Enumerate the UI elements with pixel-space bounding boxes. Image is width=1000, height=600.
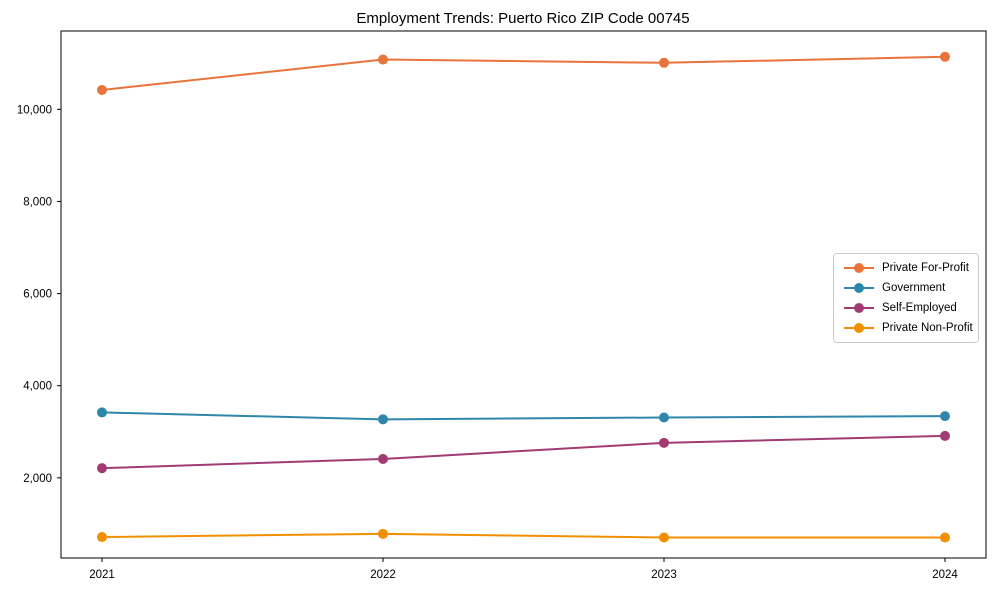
x-tick-label: 2024 <box>932 569 958 581</box>
y-tick-label: 6,000 <box>23 289 52 301</box>
series-line-2 <box>101 434 946 470</box>
series-marker-3 <box>940 532 950 543</box>
legend: Private For-Profit Government Self-Emplo… <box>833 253 979 343</box>
plot-border <box>60 30 987 559</box>
series-marker-0 <box>378 54 388 65</box>
legend-label: Private Non-Profit <box>882 322 973 334</box>
y-tick-label: 4,000 <box>23 381 52 393</box>
series-marker-1 <box>378 414 388 425</box>
legend-label: Self-Employed <box>882 302 957 314</box>
x-tick-label: 2021 <box>89 569 115 581</box>
series-marker-2 <box>97 463 107 474</box>
legend-entry: Private Non-Profit <box>834 318 978 338</box>
legend-label: Private For-Profit <box>882 262 969 274</box>
chart-title: Employment Trends: Puerto Rico ZIP Code … <box>356 10 690 27</box>
legend-entry: Self-Employed <box>834 298 978 318</box>
y-tick-label: 2,000 <box>23 473 52 485</box>
legend-label: Government <box>882 282 946 294</box>
series-marker-1 <box>659 412 669 423</box>
series-marker-2 <box>940 430 950 441</box>
x-tick-label: 2023 <box>651 569 677 581</box>
series-marker-1 <box>940 411 950 422</box>
series-marker-1 <box>97 407 107 418</box>
legend-line-marker-icon <box>844 263 874 273</box>
series-marker-3 <box>97 532 107 543</box>
legend-entry: Private For-Profit <box>834 258 978 278</box>
series-marker-0 <box>940 51 950 62</box>
series-line-0 <box>101 55 946 91</box>
series-marker-3 <box>378 528 388 539</box>
series-marker-2 <box>659 437 669 448</box>
series-line-1 <box>101 411 946 421</box>
legend-entry: Government <box>834 278 978 298</box>
x-tick-label: 2022 <box>370 569 396 581</box>
series-marker-3 <box>659 532 669 543</box>
series-marker-2 <box>378 453 388 464</box>
series-marker-0 <box>659 57 669 68</box>
y-tick-label: 10,000 <box>17 104 52 116</box>
series-marker-0 <box>97 84 107 95</box>
series-line-3 <box>101 532 945 539</box>
legend-line-marker-icon <box>844 323 874 333</box>
y-tick-label: 8,000 <box>23 196 52 208</box>
legend-line-marker-icon <box>844 283 874 293</box>
legend-line-marker-icon <box>844 303 874 313</box>
